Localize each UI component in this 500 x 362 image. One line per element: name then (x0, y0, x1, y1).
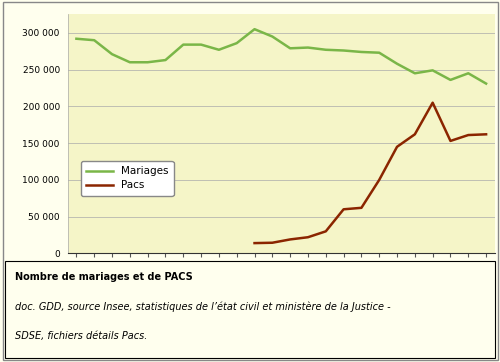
Text: doc. GDD, source Insee, statistiques de l’état civil et ministère de la Justice : doc. GDD, source Insee, statistiques de … (15, 302, 390, 312)
Text: Nombre de mariages et de PACS: Nombre de mariages et de PACS (15, 272, 192, 282)
Legend: Mariages, Pacs: Mariages, Pacs (82, 161, 174, 195)
FancyBboxPatch shape (5, 261, 495, 358)
Text: SDSE, fichiers détails Pacs.: SDSE, fichiers détails Pacs. (15, 331, 147, 341)
